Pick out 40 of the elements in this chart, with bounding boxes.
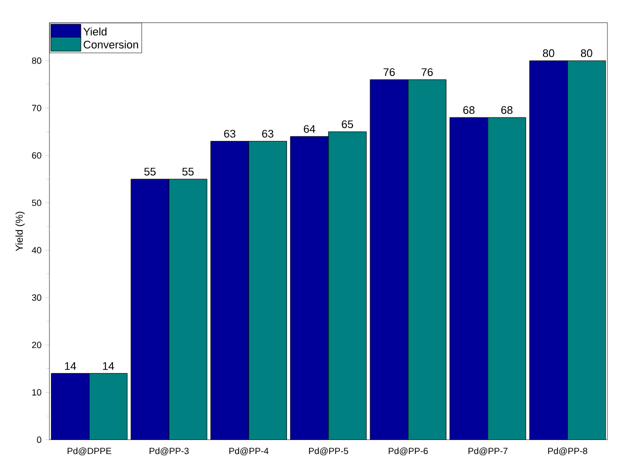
data-label: 65 — [342, 120, 354, 128]
legend-label: Conversion — [84, 40, 138, 49]
data-label: 55 — [144, 168, 156, 176]
data-label: 63 — [224, 130, 236, 138]
data-label: 76 — [384, 68, 395, 76]
data-label: 55 — [182, 168, 194, 176]
bar — [450, 117, 488, 440]
bar — [130, 179, 170, 440]
y-tick-label: 70 — [32, 105, 42, 112]
bar — [370, 80, 408, 440]
data-label: 64 — [304, 125, 316, 134]
x-tick-label: Pd@PP-3 — [150, 448, 189, 456]
x-tick-label: Pd@PP-7 — [468, 448, 508, 456]
data-label: 68 — [463, 106, 474, 114]
x-tick-label: Pd@DPPE — [68, 448, 112, 456]
y-tick-label: 50 — [32, 200, 42, 206]
x-tick-label: Pd@PP-5 — [309, 448, 348, 456]
y-tick-label: 10 — [32, 389, 42, 396]
data-label: 14 — [103, 362, 114, 370]
y-tick-label: 80 — [32, 58, 42, 64]
data-label: 14 — [65, 362, 76, 370]
data-label: 68 — [501, 106, 512, 114]
data-label: 76 — [422, 68, 433, 76]
y-tick-label: 30 — [32, 294, 42, 301]
data-label: 80 — [580, 49, 592, 58]
y-tick-label: 40 — [32, 247, 42, 254]
y-tick-label: 20 — [32, 342, 42, 348]
bar — [210, 141, 249, 440]
legend-label: Yield — [83, 28, 106, 36]
x-tick-label: Pd@PP-8 — [548, 448, 588, 456]
x-tick-label: Pd@PP-6 — [388, 448, 428, 456]
bar — [529, 60, 568, 440]
data-label: 63 — [262, 130, 274, 138]
x-tick-label: Pd@PP-4 — [229, 448, 269, 456]
y-axis-title: Yield (%) — [15, 212, 25, 252]
bar — [290, 136, 329, 440]
bar — [51, 373, 90, 440]
y-tick-label: 0 — [36, 436, 42, 444]
y-tick-label: 60 — [32, 152, 42, 159]
data-label: 80 — [542, 49, 554, 58]
